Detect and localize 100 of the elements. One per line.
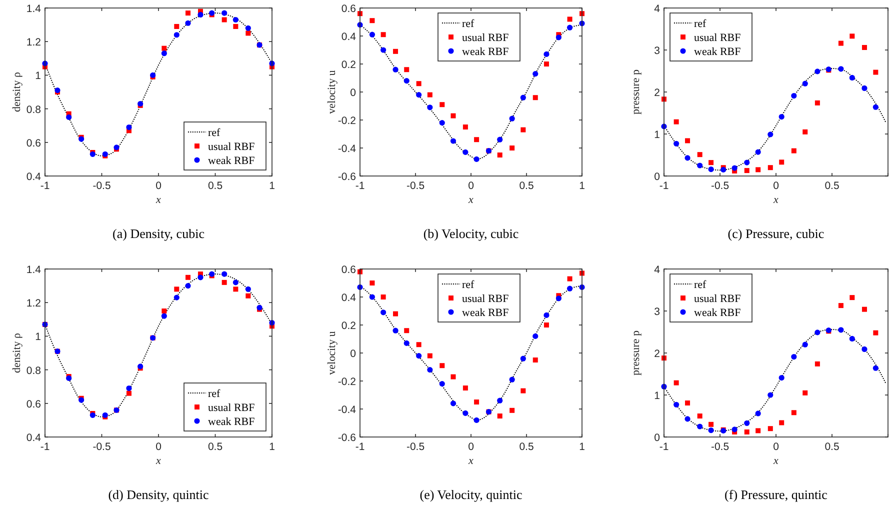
point [404,328,410,334]
point [497,398,503,404]
point [814,100,820,106]
point [802,80,808,86]
y-tick-label: 0.6 [341,3,356,15]
point [233,286,238,292]
point [474,417,480,423]
point [684,416,690,422]
x-tick-label: 1 [579,441,586,453]
point [246,30,251,36]
point [744,168,750,174]
legend-label: usual RBF [208,141,255,153]
point [744,420,750,426]
x-tick-label: 1 [579,180,586,192]
legend-label: weak RBF [462,307,509,319]
point [510,408,515,413]
point [756,167,761,172]
point [532,71,538,77]
point [697,162,703,168]
text: (c) Pressure, cubic [728,226,824,241]
y-tick-label: -0.2 [338,115,356,127]
point [567,16,572,22]
point [185,283,191,289]
point [791,354,797,360]
point [778,374,784,381]
y-tick-label: 3 [654,45,660,57]
point [708,160,714,166]
point [778,114,784,120]
point [427,92,432,98]
point [174,32,180,38]
point [544,62,549,66]
y-tick-label: -0.4 [338,404,356,416]
y-axis-title: pressure p [630,69,642,114]
point [509,116,515,122]
x-tick-label: -1 [355,180,365,192]
point [161,50,167,56]
point [814,68,820,74]
point [685,400,690,406]
y-tick-label: 2 [654,87,660,99]
text: (a) Density, cubic [112,226,205,241]
point [245,286,251,292]
legend-label: weak RBF [208,155,255,167]
point [369,294,376,300]
point [497,414,502,418]
legend-label: ref [462,279,475,291]
point [462,149,468,155]
point [380,294,386,300]
point [174,294,180,300]
point [186,10,191,16]
point [755,410,761,416]
x-tick-label: 0.5 [519,180,534,192]
x-axis-title: x [772,194,779,206]
point [245,25,251,31]
point [440,363,445,368]
y-axis-title: pressure p [630,330,642,376]
point [222,17,227,22]
point [768,132,774,138]
x-tick-label: -0.5 [710,441,730,453]
point [850,295,855,300]
point [198,12,204,18]
point [520,94,526,100]
y-tick-label: 1 [654,129,660,141]
point [566,24,573,30]
x-tick-label: -0.5 [406,180,425,192]
point [510,146,515,150]
x-tick-label: 0 [773,180,780,192]
x-tick-label: 0 [156,180,162,192]
x-tick-label: -1 [40,441,50,453]
point [174,286,180,292]
x-tick-label: -0.5 [92,441,111,453]
point [440,102,445,108]
point [862,346,868,352]
point [744,429,750,434]
y-tick-label: 4 [654,3,660,15]
point [232,280,238,286]
point [755,149,761,155]
point [497,136,503,142]
point [862,306,867,312]
point [674,119,679,124]
point [850,34,855,39]
point [393,48,398,54]
point [427,104,433,110]
y-tick-label: 0.2 [341,320,356,332]
y-tick-label: 3 [654,306,660,318]
x-tick-label: -1 [355,441,365,453]
legend-label: weak RBF [208,416,255,428]
point [462,124,468,130]
y-tick-label: 0.4 [26,171,42,183]
y-tick-label: 0.8 [26,104,42,116]
x-tick-label: -0.5 [406,441,425,453]
point [566,286,573,292]
y-tick-label: 1 [654,390,660,402]
point [674,402,680,408]
text: (e) Velocity, quintic [420,487,522,502]
point [802,342,808,348]
point [708,422,714,427]
point [392,66,398,72]
point [222,271,228,277]
point [369,32,376,38]
legend-label: usual RBF [208,402,255,414]
